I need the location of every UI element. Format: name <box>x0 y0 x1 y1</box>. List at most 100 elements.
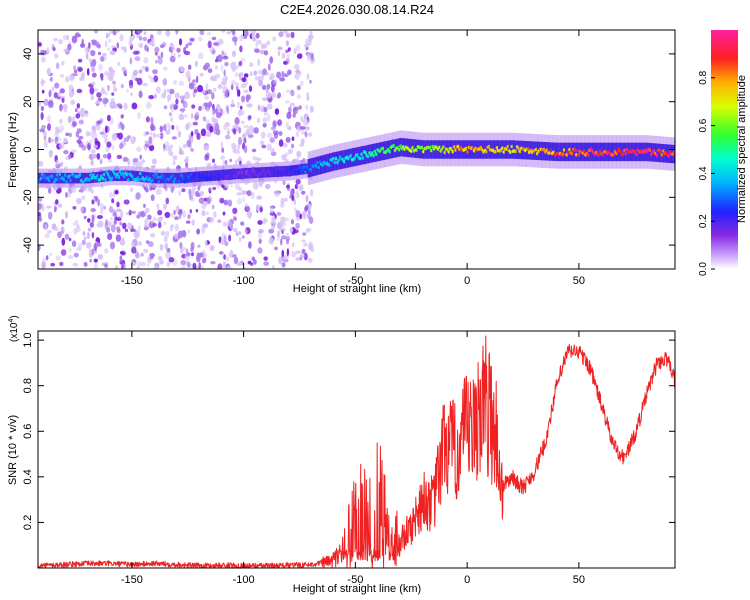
spectrogram-noise-cell <box>294 207 297 213</box>
spectrogram-ridge-band <box>487 140 490 159</box>
spectrogram-noise-cell <box>233 217 237 221</box>
spectrogram-noise-cell <box>91 58 97 67</box>
spectrogram-noise-cell <box>109 241 116 250</box>
spectrogram-noise-cell <box>38 100 42 108</box>
spectrogram-noise-cell <box>271 216 276 224</box>
spectrogram-noise-cell <box>236 101 241 109</box>
spectrogram-noise-cell <box>268 236 274 245</box>
spectrogram-noise-cell <box>150 116 154 125</box>
spectrogram-noise-cell <box>59 73 65 78</box>
spectrogram-noise-cell <box>91 248 95 256</box>
spectrogram-noise-cell <box>231 80 236 85</box>
spectrogram-ridge-band <box>38 172 41 184</box>
spectrogram-noise-cell <box>109 30 113 35</box>
spectrogram-noise-cell <box>175 125 180 132</box>
spectrogram-noise-cell <box>205 83 209 91</box>
spectrogram-noise-cell <box>135 251 139 259</box>
spectrogram-noise-cell <box>138 90 143 99</box>
spectrogram-ridge-band <box>625 142 628 162</box>
spectrogram-noise-cell <box>145 66 149 72</box>
spectrogram-noise-cell <box>221 147 225 153</box>
spectrogram-noise-cell <box>222 55 229 60</box>
spectrogram-noise-cell <box>238 126 241 134</box>
spectrogram-noise-cell <box>265 183 271 190</box>
spectrogram-noise-cell <box>217 104 221 112</box>
spectrogram-noise-cell <box>268 228 275 234</box>
spectrogram-noise-cell <box>41 125 46 130</box>
spectrogram-noise-cell <box>222 85 228 92</box>
spectrogram-noise-cell <box>122 156 129 162</box>
spectrogram-ridge-band <box>657 143 660 162</box>
spectrogram-noise-cell <box>212 186 217 191</box>
spectrogram-noise-cell <box>310 53 314 61</box>
spectrogram-noise-cell <box>157 255 163 261</box>
spectrogram-ridge-band <box>303 163 306 175</box>
spectrogram-noise-cell <box>48 152 53 158</box>
spectrogram-noise-cell <box>249 71 253 77</box>
spectrogram-noise-cell <box>209 245 215 251</box>
spectrogram-noise-cell <box>279 77 286 82</box>
spectrogram-noise-cell <box>43 98 49 106</box>
spectrogram-noise-cell <box>102 132 108 139</box>
spectrogram-ridge-band <box>178 172 182 184</box>
spectrogram-noise-cell <box>274 246 278 251</box>
spectrogram-noise-cell <box>306 73 310 80</box>
spectrogram-noise-cell <box>234 72 241 77</box>
spectrogram-noise-cell <box>262 217 267 225</box>
spectrogram-noise-cell <box>295 222 300 229</box>
spectrogram-noise-cell <box>217 263 223 269</box>
spectrogram-noise-cell <box>185 123 190 131</box>
spectrogram-ridge-band <box>235 168 238 180</box>
spectrogram-noise-cell <box>131 262 137 266</box>
spectrogram-noise-cell <box>51 44 55 51</box>
spectrogram-noise-cell <box>299 126 306 130</box>
spectrogram-ridge-band <box>597 142 600 162</box>
spectrogram-noise-cell <box>76 88 83 94</box>
spectrogram-noise-cell <box>248 241 252 249</box>
spectrogram-noise-cell <box>96 100 100 105</box>
spectrogram-noise-cell <box>277 92 281 99</box>
spectrogram-ridge-band <box>609 142 612 162</box>
spectrogram-noise-cell <box>293 64 300 70</box>
colorbar-gradient <box>711 30 738 269</box>
spectrogram-noise-cell <box>199 190 205 196</box>
spectrogram-noise-cell <box>148 144 155 152</box>
spectrogram-ridge-band <box>428 140 431 159</box>
spectrogram-ridge-band <box>375 143 379 162</box>
spectrogram-noise-cell <box>78 141 84 148</box>
spectrogram-noise-cell <box>266 132 273 138</box>
spectrogram-noise-cell <box>217 54 222 62</box>
spectrogram-noise-cell <box>58 39 63 45</box>
spectrogram-noise-cell <box>110 97 115 103</box>
spectrogram-noise-cell <box>107 38 112 43</box>
spectrogram-noise-cell <box>70 149 77 153</box>
colorbar-ticks: 0.0 0.2 0.4 0.6 0.8 <box>698 70 715 276</box>
spectrogram-noise-cell <box>88 42 91 49</box>
spectrogram-ridge-band <box>278 166 281 177</box>
spectrogram-noise-cell <box>40 80 46 85</box>
spectrogram-noise-cell <box>285 57 290 65</box>
spectrogram-noise-cell <box>90 50 96 57</box>
spectrogram-noise-cell <box>185 161 189 169</box>
spectrogram-noise-cell <box>237 186 242 191</box>
spectrogram-noise-cell <box>282 227 286 232</box>
spectrogram-noise-cell <box>163 66 168 71</box>
spectrogram-noise-cell <box>100 77 104 81</box>
spectrogram-noise-cell <box>276 230 281 238</box>
spectrogram-noise-cell <box>65 191 68 198</box>
spectrogram-noise-cell <box>138 36 143 41</box>
spectrogram-noise-cell <box>40 56 46 63</box>
spectrogram-noise-cell <box>185 43 189 49</box>
spectrogram-noise-cell <box>203 201 208 206</box>
spectrogram-noise-cell <box>71 240 77 247</box>
spectrogram-noise-cell <box>50 262 56 267</box>
spectrogram-noise-cell <box>115 234 122 242</box>
spectrogram-ridge-band <box>263 167 266 178</box>
spectrogram-noise-cell <box>288 148 293 155</box>
spectrogram-ridge-band <box>287 165 290 177</box>
spectrogram-noise-cell <box>174 233 179 240</box>
spectrogram-noise-cell <box>232 144 237 152</box>
spectrogram-noise-cell <box>285 136 291 143</box>
spectrogram-noise-cell <box>72 121 78 127</box>
spectrogram-noise-cell <box>211 36 217 41</box>
